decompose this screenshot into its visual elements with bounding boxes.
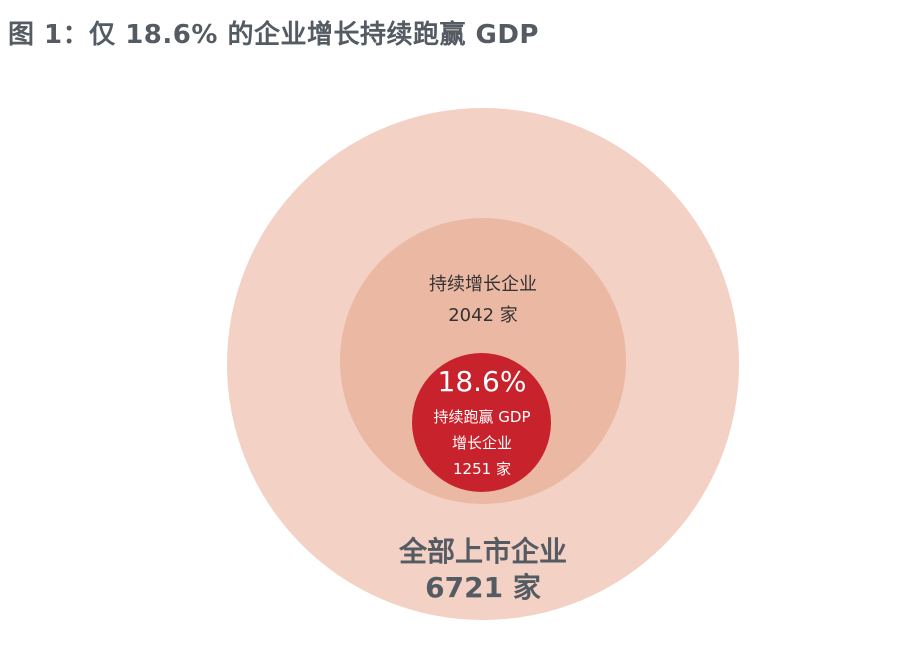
sustained-growth-label: 持续增长企业 bbox=[429, 274, 537, 295]
outpace-gdp-count: 1251 家 bbox=[453, 460, 511, 478]
chart-title: 图 1：仅 18.6% 的企业增长持续跑赢 GDP bbox=[8, 20, 539, 50]
outpace-gdp-share: 18.6% bbox=[437, 365, 527, 398]
sustained-growth-count: 2042 家 bbox=[448, 305, 518, 326]
all-listed-label: 全部上市企业 bbox=[398, 535, 567, 568]
circle-outpace-gdp bbox=[412, 353, 551, 492]
outpace-gdp-label-line2: 增长企业 bbox=[451, 434, 512, 452]
outpace-gdp-label-line1: 持续跑赢 GDP bbox=[433, 408, 531, 426]
all-listed-count: 6721 家 bbox=[425, 571, 541, 604]
